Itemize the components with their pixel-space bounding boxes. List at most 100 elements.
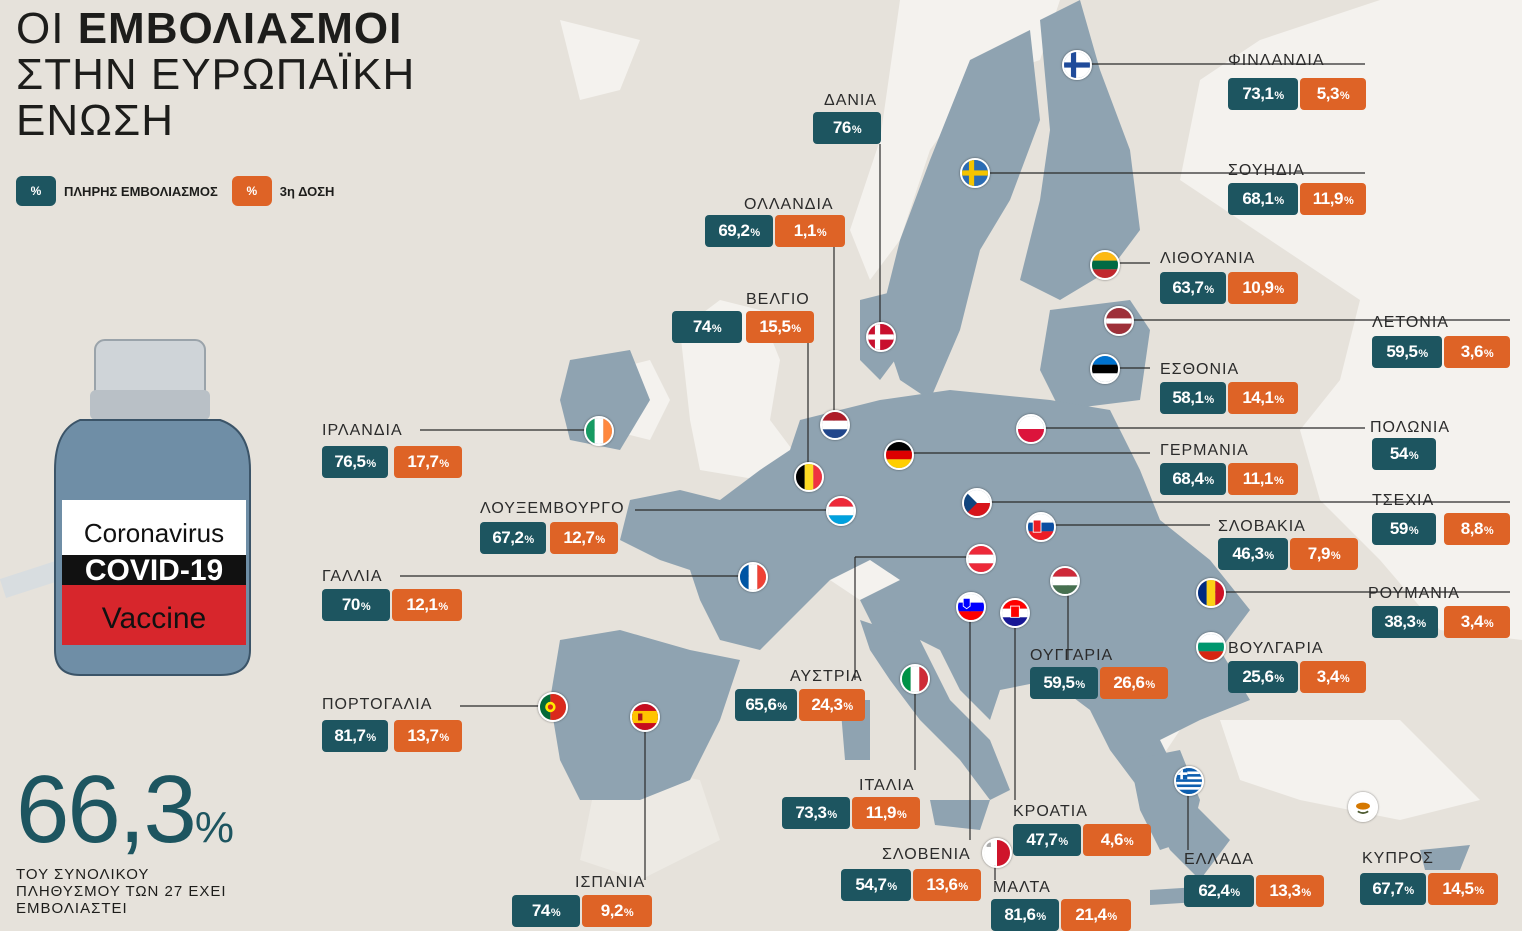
third-dose-luxembourg: 12,7% <box>550 522 618 554</box>
full-unit-romania: % <box>1416 618 1426 630</box>
full-value-cyprus: 67,7 <box>1372 879 1404 898</box>
third-dose-croatia: 4,6% <box>1083 824 1151 856</box>
flag-spain-icon <box>630 702 660 732</box>
full-vaccination-ireland: 76,5% <box>322 446 388 478</box>
full-unit-ireland: % <box>366 458 376 470</box>
title-line3: ΕΝΩΣΗ <box>16 96 174 145</box>
flag-latvia-icon <box>1104 306 1134 336</box>
third-dose-greece: 13,3% <box>1256 875 1324 907</box>
country-name-spain: ΙΣΠΑΝΙΑ <box>575 874 646 891</box>
third-value-netherlands: 1,1 <box>793 221 817 240</box>
third-dose-ireland: 17,7% <box>394 446 462 478</box>
full-unit-latvia: % <box>1418 348 1428 360</box>
full-unit-luxembourg: % <box>524 534 534 546</box>
full-vaccination-portugal: 81,7% <box>322 720 388 752</box>
full-unit-belgium: % <box>711 323 722 335</box>
third-unit-latvia: % <box>1483 348 1494 360</box>
third-value-czechia: 8,8 <box>1460 519 1484 538</box>
flag-bulgaria-icon <box>1196 632 1226 662</box>
flag-sweden-icon <box>960 158 990 188</box>
full-vaccination-croatia: 47,7% <box>1013 824 1081 856</box>
third-unit-lithuania: % <box>1274 284 1284 296</box>
third-value-estonia: 14,1 <box>1242 388 1274 407</box>
full-vaccination-hungary: 59,5% <box>1030 667 1098 699</box>
third-unit-greece: % <box>1301 887 1311 899</box>
full-unit-malta: % <box>1036 911 1046 923</box>
full-vaccination-romania: 38,3% <box>1372 606 1438 638</box>
flag-denmark-icon <box>866 322 896 352</box>
third-dose-cyprus: 14,5% <box>1428 873 1498 905</box>
third-dose-austria: 24,3% <box>799 689 865 721</box>
full-vaccination-denmark: 76% <box>813 112 881 144</box>
third-dose-czechia: 8,8% <box>1444 513 1510 545</box>
country-name-cyprus: ΚΥΠΡΟΣ <box>1362 850 1434 867</box>
full-unit-slovenia: % <box>887 881 897 893</box>
third-dose-germany: 11,1% <box>1228 463 1298 495</box>
third-value-bulgaria: 3,4 <box>1316 667 1340 686</box>
full-unit-sweden: % <box>1274 195 1284 207</box>
full-value-netherlands: 69,2 <box>718 221 750 240</box>
third-dose-hungary: 26,6% <box>1100 667 1168 699</box>
title-bold: ΕΜΒΟΛΙΑΣΜΟΙ <box>77 4 403 53</box>
third-unit-france: % <box>438 601 448 613</box>
third-dose-bulgaria: 3,4% <box>1300 661 1366 693</box>
flag-poland-icon <box>1016 414 1046 444</box>
flag-luxembourg-icon <box>826 496 856 526</box>
country-name-sweden: ΣΟΥΗΔΙΑ <box>1228 162 1305 179</box>
third-value-croatia: 4,6 <box>1100 830 1124 849</box>
full-unit-lithuania: % <box>1204 284 1214 296</box>
full-vaccination-estonia: 58,1% <box>1160 382 1226 414</box>
legend: % ΠΛΗΡΗΣ ΕΜΒΟΛΙΑΣΜΟΣ % 3η ΔΟΣΗ <box>16 176 334 206</box>
country-name-austria: ΑΥΣΤΡΙΑ <box>790 668 863 685</box>
third-unit-germany: % <box>1273 475 1284 487</box>
country-name-poland: ΠΟΛΩΝΙΑ <box>1370 419 1451 436</box>
full-unit-france: % <box>360 601 371 613</box>
third-unit-romania: % <box>1483 618 1494 630</box>
flag-lithuania-icon <box>1090 250 1120 280</box>
third-value-sweden: 11,9 <box>1312 189 1344 208</box>
third-dose-lithuania: 10,9% <box>1228 272 1298 304</box>
third-unit-malta: % <box>1107 911 1117 923</box>
full-value-greece: 62,4 <box>1198 881 1230 900</box>
full-vaccination-slovenia: 54,7% <box>841 869 911 901</box>
country-name-denmark: ΔΑΝΙΑ <box>824 92 878 109</box>
non-eu-land <box>560 0 1522 880</box>
full-value-malta: 81,6 <box>1004 905 1036 924</box>
full-unit-italy: % <box>827 809 837 821</box>
flag-germany-icon <box>884 440 914 470</box>
country-name-greece: ΕΛΛΑΔΑ <box>1184 851 1255 868</box>
flag-slovakia-icon <box>1026 512 1056 542</box>
third-unit-sweden: % <box>1343 195 1354 207</box>
third-unit-czechia: % <box>1483 525 1494 537</box>
third-value-greece: 13,3 <box>1269 881 1301 900</box>
full-value-belgium: 74 <box>692 317 711 336</box>
flag-greece-icon <box>1174 766 1204 796</box>
summary-unit: % <box>194 803 234 852</box>
full-unit-spain: % <box>550 907 561 919</box>
country-name-finland: ΦΙΝΛΑΝΔΙΑ <box>1228 52 1325 69</box>
third-dose-latvia: 3,6% <box>1444 336 1510 368</box>
full-vaccination-luxembourg: 67,2% <box>480 522 546 554</box>
full-vaccination-finland: 73,1% <box>1228 78 1298 110</box>
country-name-slovenia: ΣΛΟΒΕΝΙΑ <box>882 846 971 863</box>
vial-line3: Vaccine <box>102 602 207 635</box>
full-value-romania: 38,3 <box>1384 612 1416 631</box>
third-unit-slovenia: % <box>958 881 968 893</box>
leader-lines <box>400 63 1510 880</box>
country-name-ireland: ΙΡΛΑΝΔΙΑ <box>322 422 403 439</box>
full-value-portugal: 81,7 <box>334 726 366 745</box>
legend-third-chip: % <box>231 176 272 206</box>
third-value-latvia: 3,6 <box>1460 342 1484 361</box>
third-value-hungary: 26,6 <box>1113 673 1145 692</box>
third-value-france: 12,1 <box>406 595 438 614</box>
summary-text-line1: ΤΟΥ ΣΥΝΟΛΙΚΟΥ <box>16 866 150 883</box>
full-unit-denmark: % <box>851 124 862 136</box>
third-dose-netherlands: 1,1% <box>775 215 845 247</box>
full-unit-greece: % <box>1230 887 1240 899</box>
full-unit-bulgaria: % <box>1274 673 1284 685</box>
third-unit-slovakia: % <box>1330 550 1341 562</box>
country-name-netherlands: ΟΛΛΑΝΔΙΑ <box>744 196 834 213</box>
full-vaccination-belgium: 74% <box>672 311 742 343</box>
third-unit-belgium: % <box>791 323 801 335</box>
full-unit-cyprus: % <box>1404 885 1414 897</box>
